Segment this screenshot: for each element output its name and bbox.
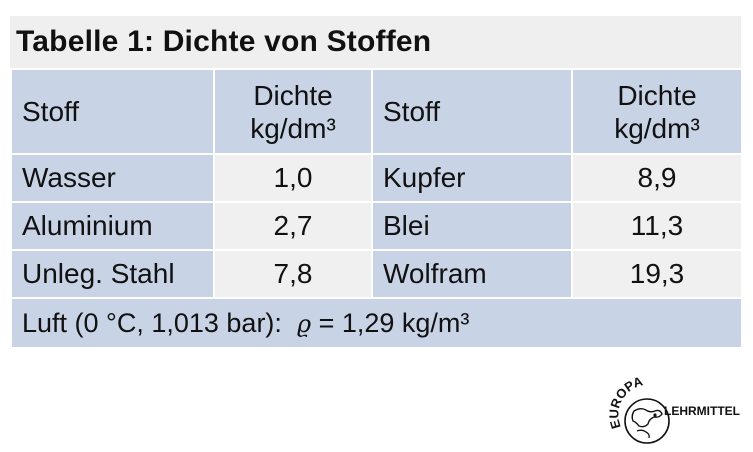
dichte-cell-2: 19,3 xyxy=(571,249,743,299)
dichte-cell-2: 8,9 xyxy=(571,153,743,203)
air-density-value: = 1,29 kg/m³ xyxy=(318,307,470,338)
header-dichte-2: Dichte kg/dm³ xyxy=(571,68,743,155)
stoff-cell-2: Kupfer xyxy=(371,153,573,203)
header-dichte-unit: kg/dm³ xyxy=(250,112,336,144)
rho-symbol: ϱ xyxy=(296,309,312,338)
stoff-cell-2: Wolfram xyxy=(371,249,573,299)
dichte-cell: 7,8 xyxy=(213,249,373,299)
header-dichte-2-unit: kg/dm³ xyxy=(614,112,700,144)
header-row: Stoff Dichte kg/dm³ Stoff Dichte kg/dm³ xyxy=(10,68,743,155)
header-dichte: Dichte kg/dm³ xyxy=(213,68,373,155)
air-density-note: Luft (0 °C, 1,013 bar): ϱ = 1,29 kg/m³ xyxy=(10,297,743,349)
header-stoff-2: Stoff xyxy=(371,68,573,155)
stoff-cell: Aluminium xyxy=(10,201,215,251)
table-row: Wasser 1,0 Kupfer 8,9 xyxy=(10,153,743,203)
density-table: Tabelle 1: Dichte von Stoffen Stoff Dich… xyxy=(10,16,743,349)
header-dichte-2-label: Dichte xyxy=(617,79,697,111)
globe-icon xyxy=(624,398,670,444)
air-density-prefix: Luft (0 °C, 1,013 bar): xyxy=(22,307,282,338)
table-row: Unleg. Stahl 7,8 Wolfram 19,3 xyxy=(10,249,743,299)
stoff-cell-2: Blei xyxy=(371,201,573,251)
logo-top-text: EUROPA xyxy=(607,375,645,430)
europa-lehrmittel-logo: EUROPA LEHRMITTEL xyxy=(607,375,740,444)
dichte-cell-2: 11,3 xyxy=(571,201,743,251)
table-title: Tabelle 1: Dichte von Stoffen xyxy=(10,16,741,68)
footer-row: Luft (0 °C, 1,013 bar): ϱ = 1,29 kg/m³ xyxy=(10,297,743,349)
header-dichte-label: Dichte xyxy=(253,79,333,111)
stoff-cell: Unleg. Stahl xyxy=(10,249,215,299)
header-stoff: Stoff xyxy=(10,68,215,155)
stoff-cell: Wasser xyxy=(10,153,215,203)
logo-side-text: LEHRMITTEL xyxy=(664,404,740,418)
density-grid: Stoff Dichte kg/dm³ Stoff Dichte kg/dm³ … xyxy=(10,68,743,349)
dichte-cell: 2,7 xyxy=(213,201,373,251)
dichte-cell: 1,0 xyxy=(213,153,373,203)
table-row: Aluminium 2,7 Blei 11,3 xyxy=(10,201,743,251)
